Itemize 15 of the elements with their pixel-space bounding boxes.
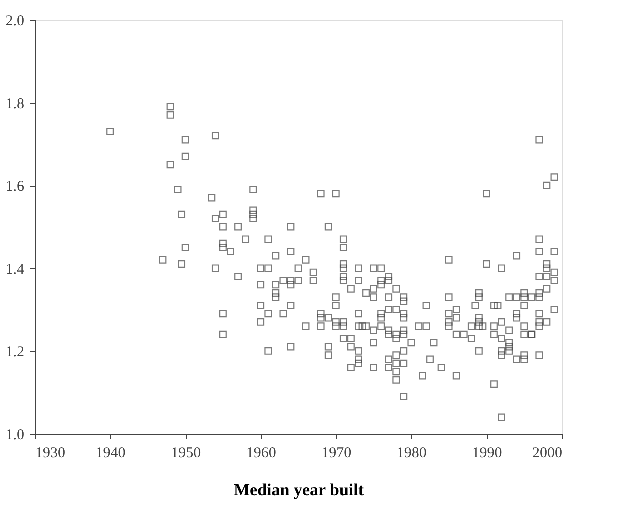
x-tick-label: 1980 — [396, 446, 427, 462]
x-tick-label: 1970 — [322, 446, 352, 462]
x-tick-label: 1940 — [96, 446, 126, 462]
y-tick-label: 1.6 — [6, 179, 25, 196]
y-tick-label: 1.4 — [6, 262, 25, 278]
y-tick-label: 1.0 — [6, 428, 24, 444]
x-axis-title: Median year built — [234, 480, 364, 500]
x-tick-label: 1930 — [36, 446, 66, 462]
y-tick-label: 1.2 — [6, 344, 24, 361]
x-tick-label: 1960 — [246, 446, 276, 462]
x-tick-label: 2000 — [532, 446, 562, 462]
x-tick-label: 1990 — [472, 446, 502, 462]
y-tick-label: 1.8 — [6, 96, 24, 112]
x-tick-label: 1950 — [171, 446, 202, 462]
y-tick-label: 2.0 — [6, 14, 24, 30]
